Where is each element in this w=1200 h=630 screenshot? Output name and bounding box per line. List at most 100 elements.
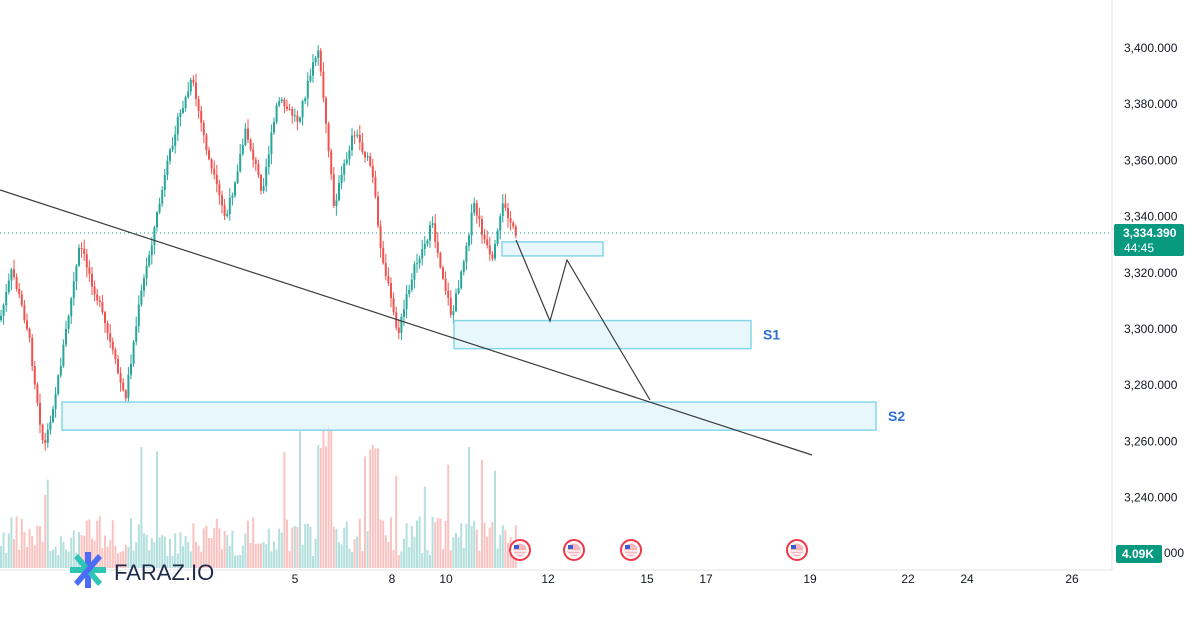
price-axis[interactable]: 3,400.000 3,380.000 3,360.000 3,340.000 3,32… — [1124, 41, 1178, 505]
us-flag-event-icon[interactable] — [620, 539, 642, 561]
volume-bar — [65, 549, 67, 568]
candle-body — [501, 203, 504, 217]
volume-bar — [319, 447, 322, 568]
volume-bar — [96, 520, 99, 568]
candle-body — [31, 337, 34, 367]
descending-trendline[interactable] — [0, 189, 813, 456]
candle-body — [447, 290, 450, 298]
volume-bar — [44, 494, 47, 568]
candle-body — [426, 240, 429, 244]
candle-body — [70, 298, 73, 317]
zone-upper-box[interactable] — [501, 241, 604, 257]
candle-body — [215, 174, 218, 185]
volume-bar — [405, 523, 408, 568]
volume-bar — [260, 543, 262, 568]
candle-body — [18, 288, 21, 295]
candle-body — [364, 151, 366, 158]
volume-bar — [7, 533, 10, 568]
candle-body — [65, 328, 67, 345]
candle-body — [361, 142, 364, 152]
volume-bar — [361, 551, 364, 568]
volume-bar — [57, 555, 60, 568]
volume-bar — [293, 525, 296, 568]
volume-bar — [231, 530, 234, 568]
volume-bar — [200, 551, 203, 568]
us-flag-event-icon[interactable] — [509, 539, 531, 561]
volume-bar — [332, 526, 335, 568]
time-tick-label: 19 — [803, 572, 817, 586]
candle-body — [494, 243, 496, 259]
price-tick-label: 3,320.000 — [1124, 266, 1178, 280]
candle-body — [143, 278, 145, 291]
volume-bar — [426, 549, 429, 568]
volume-bar — [382, 520, 385, 568]
volume-bar — [507, 542, 509, 568]
candle-body — [400, 316, 403, 333]
time-tick-label: 17 — [699, 572, 713, 586]
volume-bar — [132, 550, 135, 568]
volume-bar — [416, 520, 418, 568]
time-tick-label: 5 — [292, 572, 299, 586]
volume-bar — [88, 519, 91, 568]
candle-body — [421, 249, 424, 259]
volume-bar — [470, 525, 473, 568]
candle-body — [241, 145, 244, 155]
volume-bar — [267, 528, 270, 568]
candle-body — [176, 116, 179, 135]
volume-bar — [20, 518, 23, 568]
volume-bar — [153, 542, 156, 568]
volume-bar — [36, 525, 39, 568]
volume-bar — [488, 527, 491, 568]
volume-bar — [210, 538, 213, 568]
candle-body — [325, 98, 327, 124]
volume-bar — [228, 546, 231, 568]
candle-body — [509, 218, 512, 223]
candle-body — [205, 134, 208, 151]
candle-body — [98, 300, 101, 302]
candle-body — [132, 341, 135, 364]
candle-body — [481, 219, 483, 235]
volume-bar — [137, 524, 140, 568]
candle-body — [140, 290, 143, 305]
us-flag-event-icon[interactable] — [563, 539, 585, 561]
candle-body — [156, 212, 158, 228]
support-zones[interactable]: S1 S2 — [61, 241, 905, 431]
volume-bar — [140, 447, 143, 568]
projected-path[interactable] — [515, 239, 651, 401]
candle-body — [195, 82, 197, 100]
volume-bar — [301, 544, 304, 568]
candle-body — [85, 254, 88, 268]
candle-body — [507, 207, 509, 219]
candle-body — [28, 328, 31, 338]
time-axis[interactable]: 5 8 10 12 15 17 19 22 24 26 — [292, 572, 1079, 586]
candle-body — [280, 99, 283, 102]
zone-s2-box[interactable] — [61, 401, 877, 431]
time-tick-label: 12 — [541, 572, 555, 586]
candle-body — [62, 344, 65, 367]
volume-bar — [158, 537, 161, 568]
zone-s2-label: S2 — [888, 408, 905, 424]
volume-bar — [241, 545, 244, 568]
candle-body — [101, 301, 104, 313]
volume-bar — [499, 534, 502, 568]
time-tick-label: 26 — [1065, 572, 1079, 586]
candle-body — [109, 333, 112, 342]
volume-bar — [59, 536, 62, 568]
zone-s1-box[interactable] — [453, 319, 752, 350]
volume-bar — [286, 519, 288, 568]
volume-bar — [41, 541, 44, 568]
candle-body — [254, 159, 257, 165]
candle-body — [0, 315, 2, 320]
candle-body — [158, 203, 161, 213]
candle-body — [377, 196, 379, 226]
candle-body — [345, 159, 348, 164]
candle-body — [163, 175, 166, 191]
us-flag-event-icon[interactable] — [786, 539, 808, 561]
volume-bar — [26, 547, 28, 568]
volume-bar — [348, 548, 351, 568]
candle-body — [244, 128, 247, 146]
candle-body — [213, 168, 216, 175]
volume-bar — [39, 526, 41, 568]
economic-events[interactable] — [509, 539, 808, 561]
